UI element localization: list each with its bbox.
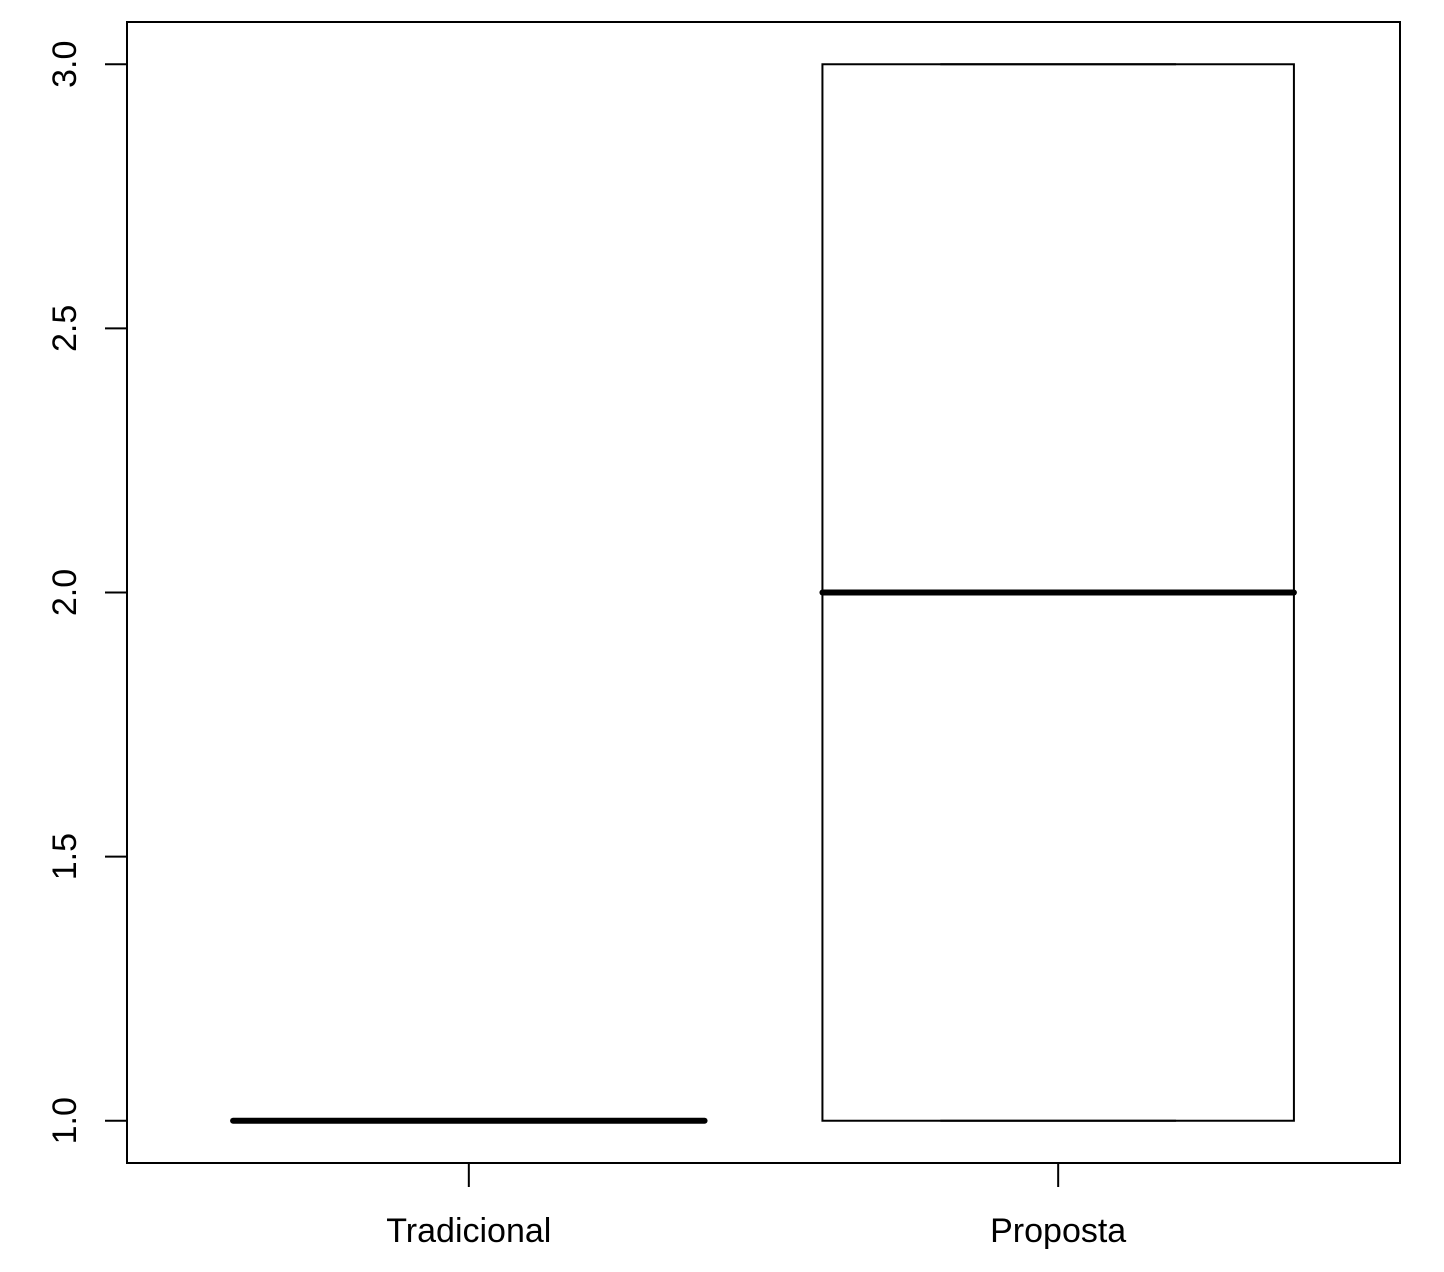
y-tick-label: 3.0 — [46, 41, 84, 88]
boxes — [230, 63, 1297, 1124]
x-tick-label: Proposta — [990, 1212, 1126, 1250]
y-axis: 1.0 1.5 2.0 2.5 3.0 — [46, 41, 128, 1144]
y-tick-label: 2.0 — [46, 569, 84, 616]
y-tick-label: 1.5 — [46, 833, 84, 880]
y-tick-label: 2.5 — [46, 305, 84, 352]
box-proposta — [819, 63, 1297, 1122]
x-tick-label: Tradicional — [386, 1212, 551, 1250]
x-axis: Tradicional Proposta — [386, 1163, 1126, 1250]
y-tick-label: 1.0 — [46, 1097, 84, 1144]
